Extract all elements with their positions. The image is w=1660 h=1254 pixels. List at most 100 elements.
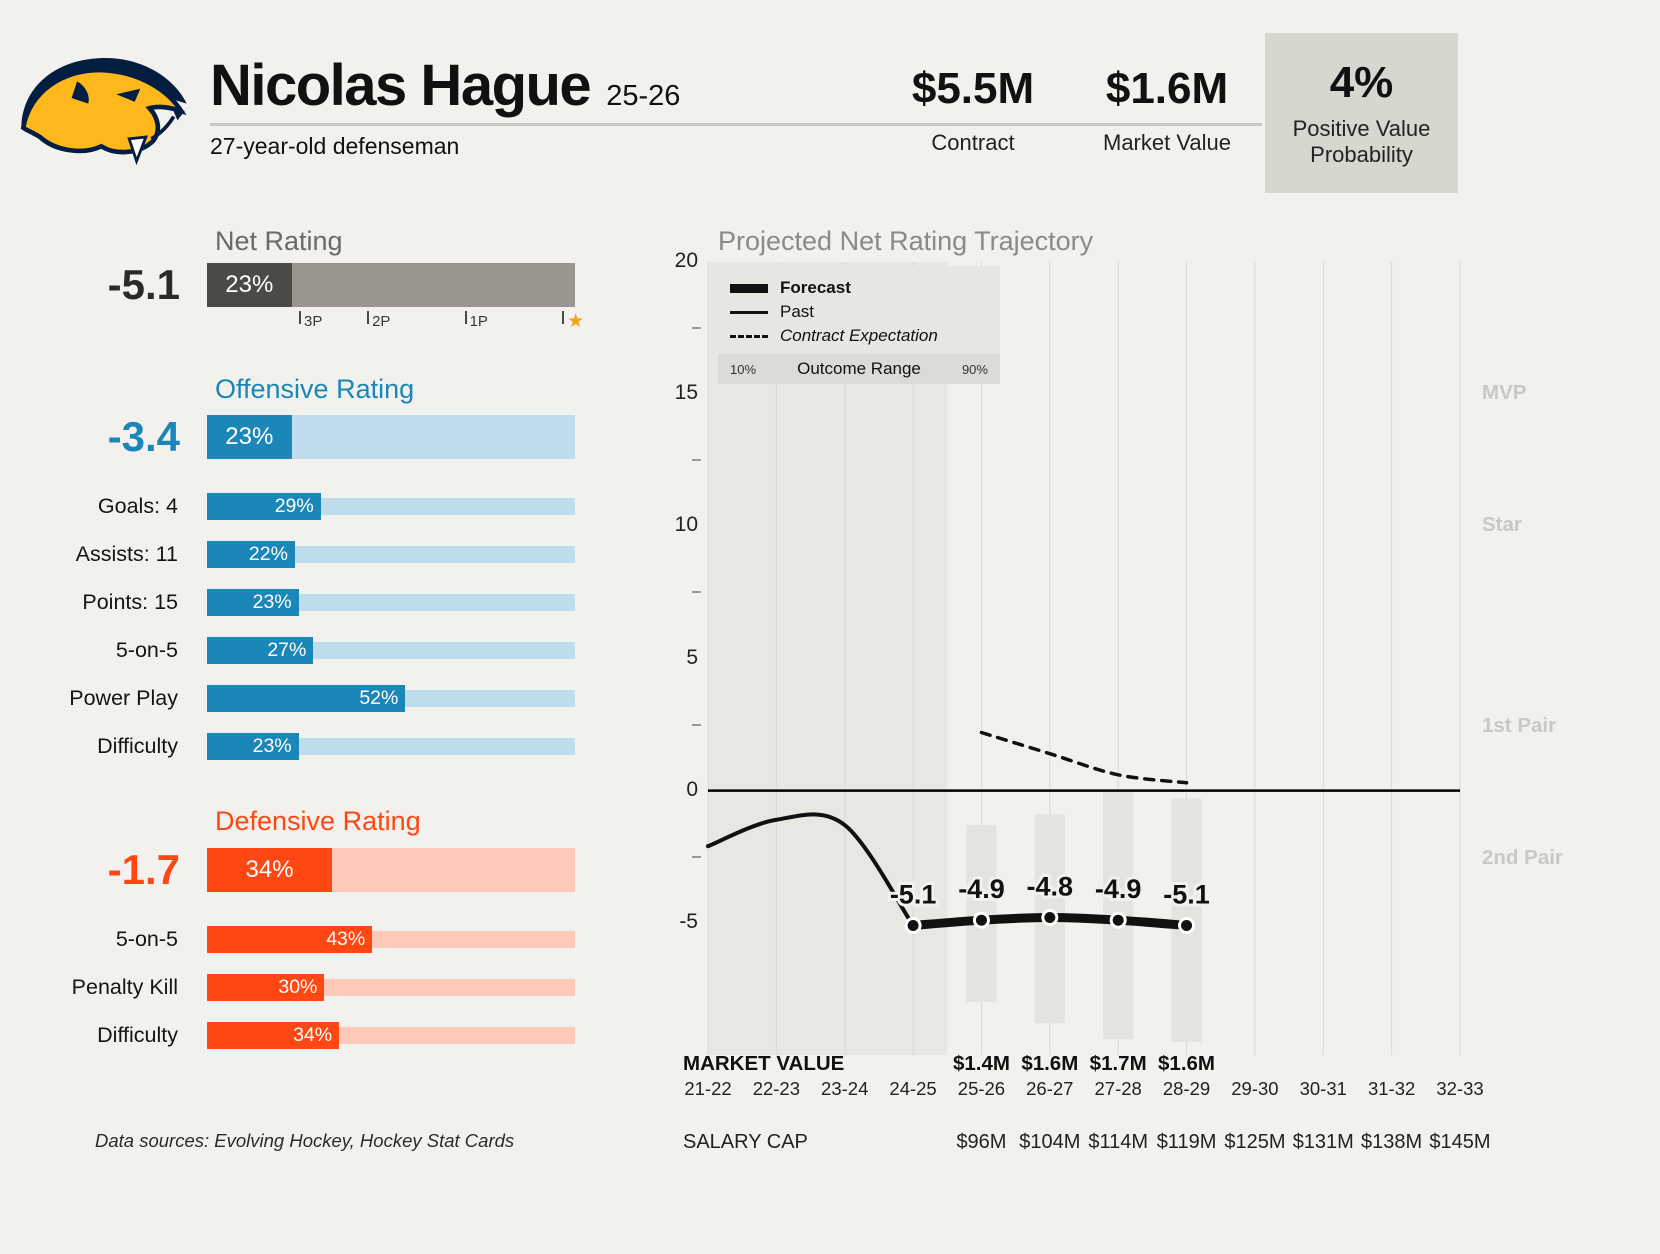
outcome-high-label: 90% (961, 361, 988, 377)
stat-label: Goals: 4 (97, 494, 178, 518)
y-axis-minor-tick (692, 459, 701, 462)
contract-value: $5.5M (911, 64, 1035, 113)
forecast-point-label: -5.1 (1163, 879, 1210, 909)
x-axis-season-label: 29-30 (1231, 1078, 1279, 1099)
stat-bar: 27% (207, 637, 575, 664)
stat-percentile: 23% (252, 735, 292, 757)
stat-label: Assists: 11 (75, 542, 178, 566)
y-axis-label: 5 (686, 645, 698, 669)
x-axis-season-label: 32-33 (1436, 1078, 1484, 1099)
tier-band-label: Star (1482, 513, 1522, 537)
stat-bar: 52% (207, 685, 575, 712)
offensive-rating-bar-fill: 23% (207, 415, 292, 459)
stat-label: 5-on-5 (115, 638, 178, 662)
outcome-low-label: 10% (730, 361, 757, 377)
stat-percentile: 34% (293, 1024, 333, 1046)
predators-logo-icon (20, 57, 187, 166)
stat-bar-fill: 34% (207, 1022, 340, 1049)
stat-row: Difficulty 23% (0, 733, 575, 760)
stat-bar: 43% (207, 926, 575, 953)
salary-cap-value: $125M (1224, 1131, 1286, 1153)
x-axis-season-label: 30-31 (1299, 1078, 1347, 1099)
stat-bar: 29% (207, 493, 575, 520)
stat-bar: 34% (207, 1022, 575, 1049)
market-value-projection: $1.6M (1021, 1052, 1079, 1075)
forecast-point (904, 916, 922, 934)
stat-row: 5-on-5 43% (0, 926, 575, 953)
y-axis-minor-tick (692, 855, 701, 858)
stat-row: Assists: 11 22% (0, 541, 575, 568)
threshold-tick (562, 311, 565, 324)
x-axis-season-label: 22-23 (752, 1078, 801, 1099)
market-value-row-label: MARKET VALUE (683, 1052, 845, 1075)
season-tag: 25-26 (606, 80, 681, 112)
y-axis-label: 0 (686, 777, 698, 801)
market-value: $1.6M (1105, 64, 1229, 113)
stat-percentile: 27% (267, 639, 307, 661)
legend-forecast-row: Forecast (730, 276, 988, 300)
salary-cap-row-label: SALARY CAP (683, 1131, 808, 1153)
threshold-tick (464, 311, 467, 324)
legend-forecast-label: Forecast (780, 278, 851, 297)
stat-bar-fill: 23% (207, 589, 299, 616)
salary-cap-value: $119M (1156, 1131, 1217, 1153)
y-axis-label: 10 (674, 513, 698, 537)
offensive-rating-bar: 23% (207, 415, 575, 459)
defensive-stat-rows: 5-on-5 43% Penalty Kill 30% Difficulty 34% (0, 926, 575, 1070)
player-name: Nicolas Hague (210, 53, 592, 118)
stat-percentile: 23% (252, 591, 292, 613)
salary-cap-value: $96M (956, 1131, 1007, 1153)
threshold-tick (367, 311, 370, 324)
tier-band-label: 1st Pair (1482, 714, 1557, 738)
market-value-stat: $1.6M Market Value (1087, 64, 1247, 156)
stat-bar: 23% (207, 733, 575, 760)
x-axis-season-label: 23-24 (821, 1078, 869, 1099)
threshold-label: 3P (304, 313, 323, 330)
offensive-rating-percentile: 23% (225, 423, 274, 450)
stat-label: Difficulty (97, 734, 178, 758)
contract-expectation-line (979, 730, 1189, 785)
stat-bar-fill: 30% (207, 974, 325, 1001)
outcome-range-label: Outcome Range (797, 359, 921, 378)
stat-bar-fill: 27% (207, 637, 314, 664)
stat-bar-fill: 22% (207, 541, 295, 568)
y-axis-label: 15 (674, 381, 698, 405)
forecast-point-label: -4.9 (958, 874, 1005, 904)
stat-row: Points: 15 23% (0, 589, 575, 616)
dashed-line-icon (730, 334, 768, 338)
legend-outcome-range-row: 10% Outcome Range 90% (718, 354, 1000, 384)
defensive-rating-bar-fill: 34% (207, 848, 333, 892)
y-axis-minor-tick (692, 591, 701, 594)
legend-contract-label: Contract Expectation (780, 326, 938, 345)
salary-cap-value: $131M (1292, 1131, 1354, 1153)
forecast-point-label: -5.1 (890, 879, 937, 909)
stat-percentile: 30% (278, 976, 318, 998)
stat-bar-fill: 23% (207, 733, 299, 760)
threshold-label: 2P (372, 313, 391, 330)
stat-percentile: 22% (248, 543, 288, 565)
defensive-rating-percentile: 34% (245, 856, 294, 883)
stat-bar: 23% (207, 589, 575, 616)
offensive-stat-rows: Goals: 4 29% Assists: 11 22% Points: 15 23% 5-… (0, 493, 575, 781)
star-icon: ★ (567, 311, 585, 332)
net-rating-threshold-markers: 3P 2P 1P ★ (207, 309, 584, 339)
player-subtitle: 27-year-old defenseman (210, 133, 460, 159)
forecast-line-icon (730, 283, 768, 293)
stat-row: Penalty Kill 30% (0, 974, 575, 1001)
forecast-point (1041, 909, 1059, 927)
threshold-label: 1P (469, 313, 488, 330)
legend-contract-row: Contract Expectation (730, 324, 988, 348)
salary-cap-value: $114M (1088, 1131, 1148, 1153)
defensive-rating-title: Defensive Rating (215, 806, 421, 836)
threshold-tick (299, 311, 301, 324)
x-axis-season-label: 25-26 (957, 1078, 1006, 1099)
y-axis-minor-tick (692, 327, 701, 330)
stat-bar-fill: 52% (207, 685, 406, 712)
salary-cap-value: $138M (1361, 1131, 1423, 1153)
defensive-rating-value: -1.7 (107, 846, 180, 893)
net-rating-bar-fill: 23% (207, 263, 292, 307)
positive-value-probability: 4% (1329, 58, 1394, 107)
legend-past-label: Past (780, 302, 815, 321)
past-line-icon (730, 310, 768, 314)
